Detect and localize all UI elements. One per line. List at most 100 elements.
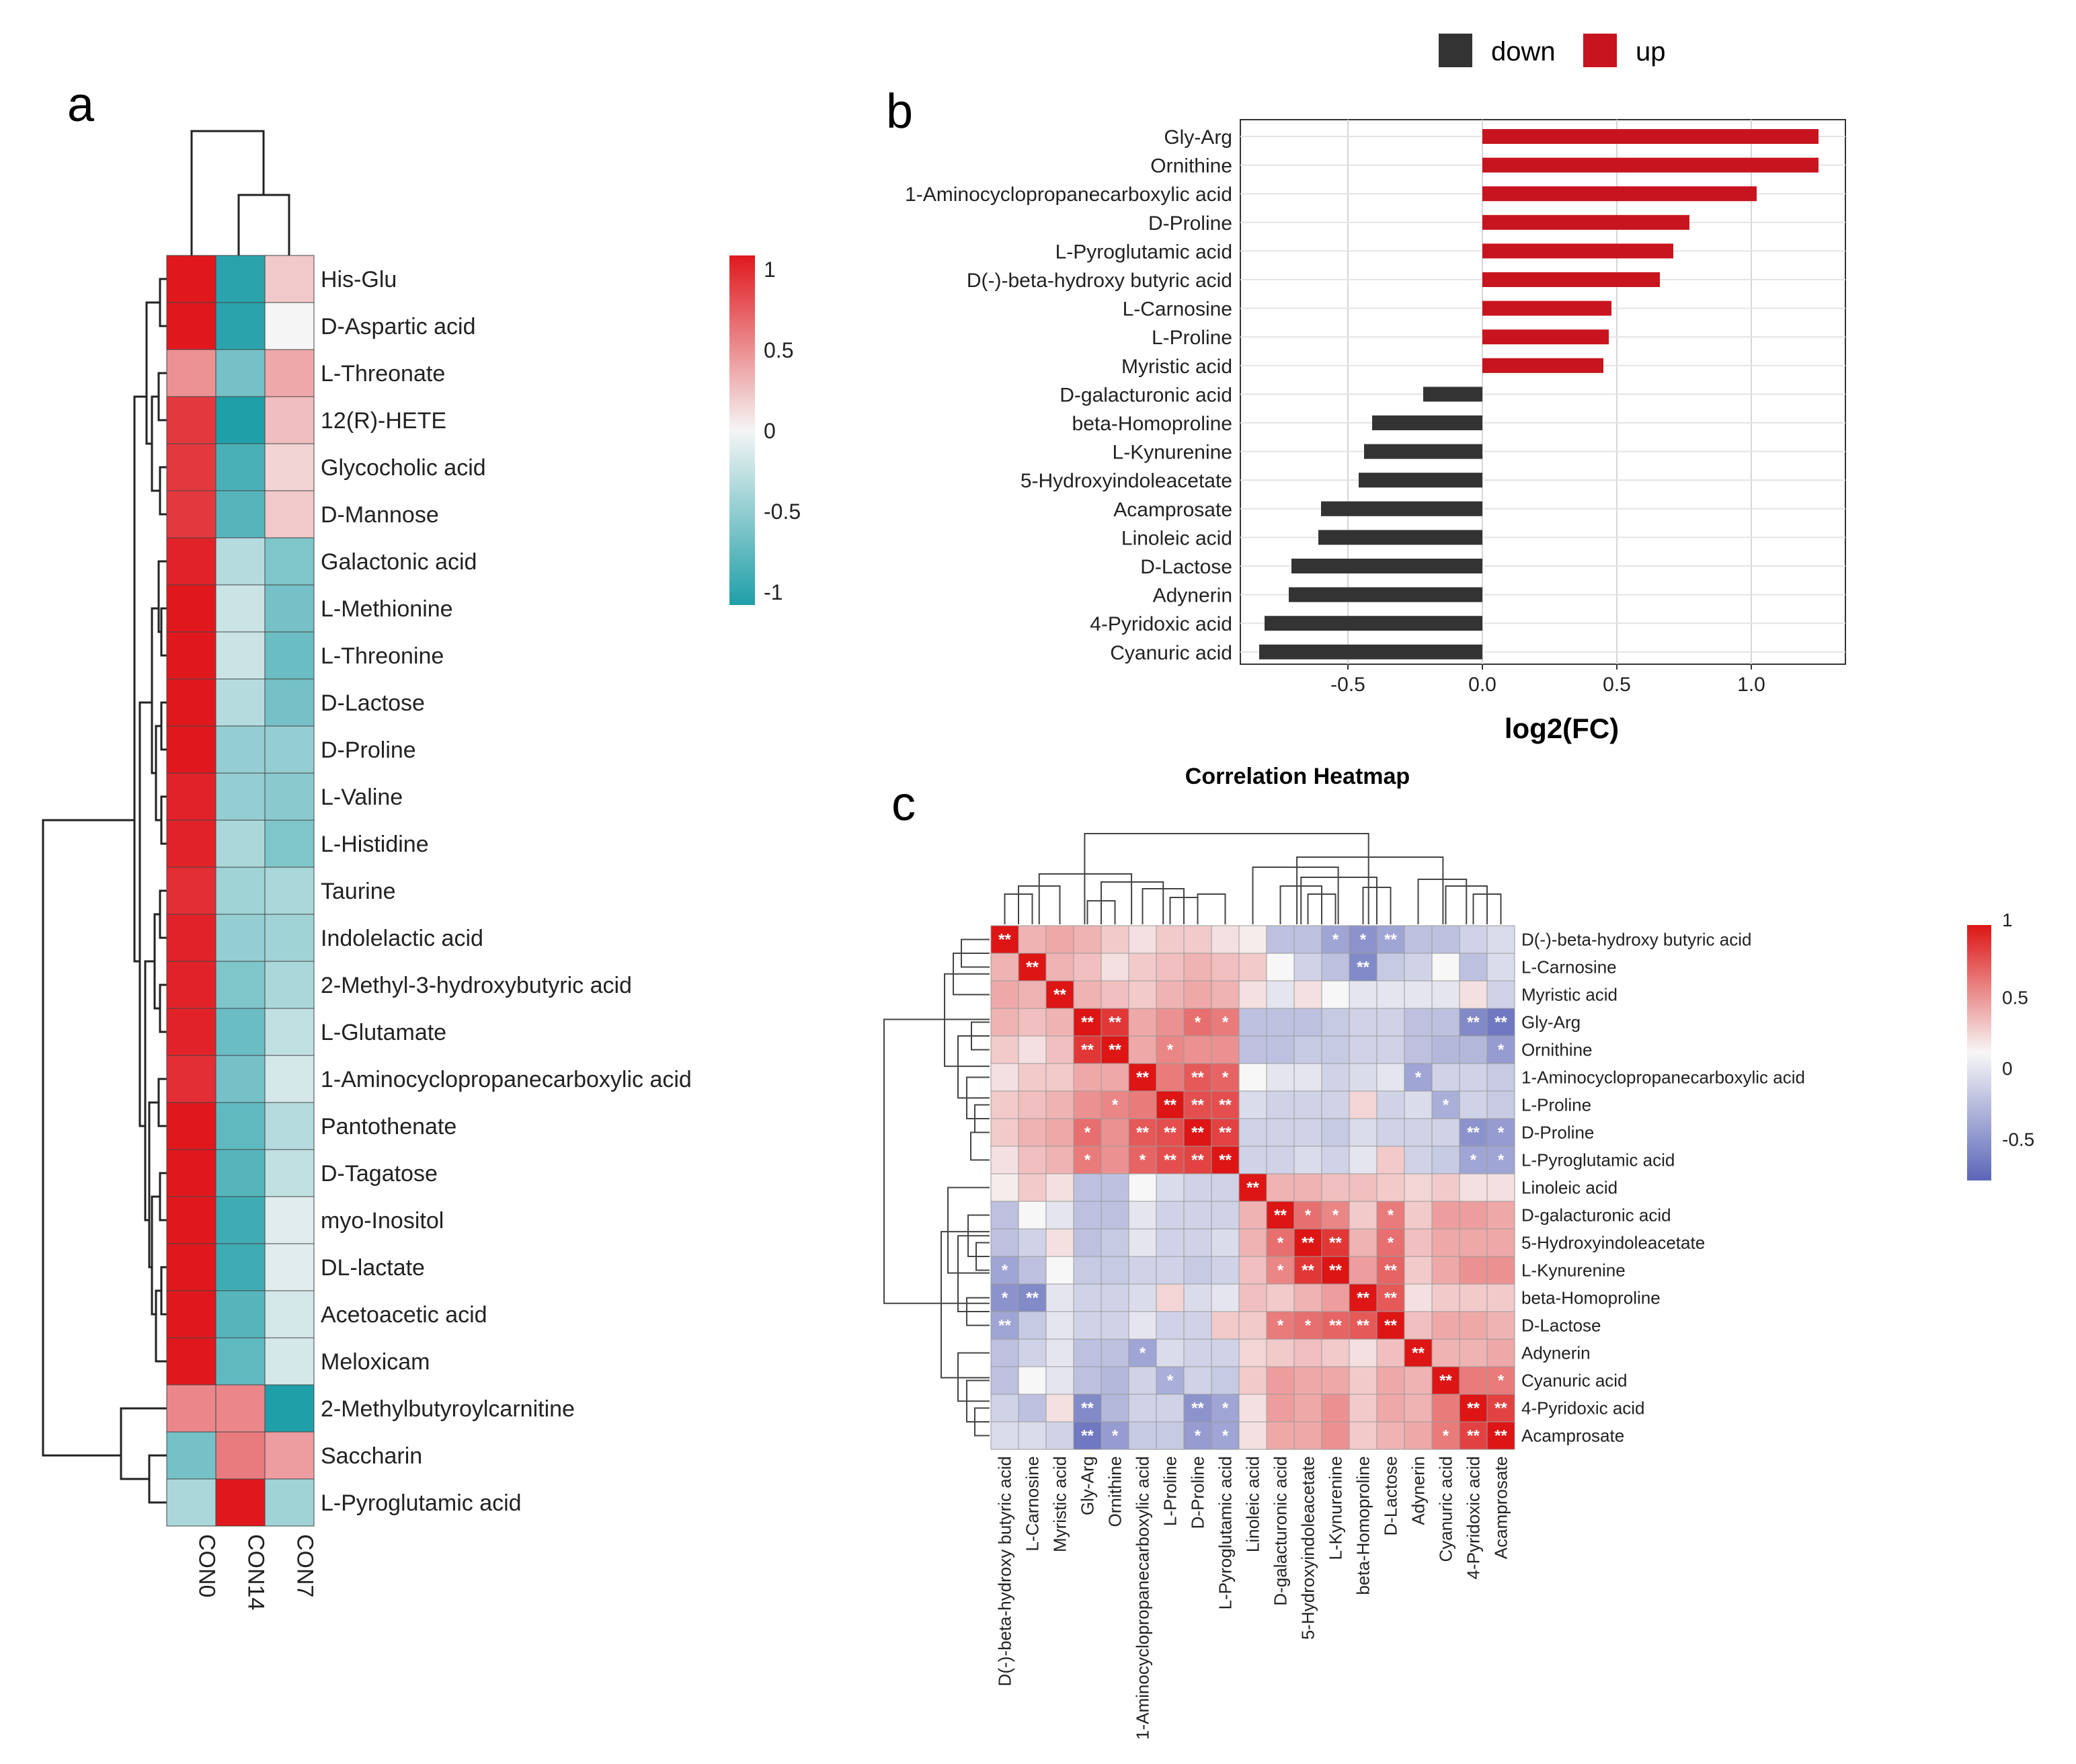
heat-cell [264, 396, 315, 444]
category-label: L-Proline [1152, 327, 1232, 349]
heat-cell [264, 255, 315, 303]
dendrogram-branch [159, 466, 167, 516]
x-tick-label: -0.5 [1330, 674, 1365, 696]
corr-cell [1156, 1228, 1185, 1257]
column-label: beta-Homoproline [1353, 1456, 1373, 1595]
bar [1364, 444, 1482, 459]
column-label: D-Lactose [1381, 1456, 1401, 1536]
corr-cell [1238, 1421, 1267, 1450]
significance-mark: * [1498, 1124, 1505, 1142]
corr-cell [1183, 1146, 1212, 1174]
heat-cell [215, 678, 266, 727]
corr-cell [1486, 1063, 1515, 1092]
corr-cell [1349, 1146, 1378, 1174]
corr-cell [1349, 953, 1378, 981]
dendrogram-branch [138, 701, 152, 1127]
corr-cell [1045, 1256, 1074, 1285]
corr-cell [1404, 1421, 1433, 1450]
significance-mark: * [1360, 931, 1367, 949]
panel-c-color-legend: 1 0.5 0 -0.5 [1967, 910, 2034, 1180]
corr-cell [1045, 1311, 1074, 1340]
corr-cell [1459, 1338, 1488, 1367]
significance-mark: * [1195, 1014, 1201, 1032]
significance-mark: ** [1191, 1152, 1204, 1170]
row-label: 1-Aminocyclopropanecarboxylic acid [321, 1067, 692, 1092]
panel-b-bars [1259, 129, 1819, 659]
legend-tick-label: -1 [764, 580, 783, 604]
corr-cell [990, 953, 1019, 981]
column-label: L-Proline [1160, 1456, 1181, 1526]
dendrogram-branch [883, 1018, 990, 1304]
corr-cell [1211, 1173, 1240, 1202]
corr-cell [1293, 980, 1322, 1009]
corr-cell [990, 1035, 1019, 1064]
row-label: Adynerin [1521, 1343, 1591, 1363]
dendrogram-branch [957, 1035, 990, 1099]
corr-cell [1321, 1118, 1350, 1147]
row-label: Acamprosate [1521, 1426, 1624, 1446]
significance-mark: ** [1302, 1262, 1314, 1280]
corr-cell [1266, 1118, 1295, 1147]
heat-cell [166, 1149, 216, 1197]
corr-cell [1128, 953, 1157, 981]
corr-cell [1018, 980, 1047, 1009]
heat-cell [264, 1008, 315, 1056]
corr-cell [1101, 1421, 1129, 1450]
heat-cell [264, 584, 315, 633]
corr-cell [1293, 1421, 1322, 1450]
dendrogram-branch [151, 1195, 160, 1316]
corr-cell [1128, 1228, 1157, 1257]
row-label: Galactonic acid [321, 549, 477, 575]
heat-cell [264, 819, 315, 868]
corr-cell [1266, 1063, 1295, 1092]
dendrogram-branch [160, 701, 167, 751]
corr-cell [1431, 1256, 1460, 1285]
significance-mark: * [1470, 1152, 1477, 1170]
corr-cell [1073, 1311, 1102, 1340]
corr-cell [1431, 1118, 1460, 1147]
heat-cell [264, 1290, 315, 1338]
corr-cell [1238, 1201, 1267, 1230]
column-label: Adynerin [1408, 1456, 1429, 1525]
corr-cell [990, 1146, 1019, 1174]
row-label: L-Histidine [321, 832, 429, 857]
row-label: D(-)-beta-hydroxy butyric acid [1521, 930, 1751, 950]
corr-cell [1101, 1283, 1129, 1312]
corr-cell [1018, 1256, 1047, 1285]
row-label: D-Proline [321, 737, 416, 763]
corr-cell [1101, 1201, 1129, 1230]
heat-cell [215, 396, 266, 444]
heat-cell [215, 1290, 266, 1338]
x-tick-label: 0.5 [1603, 674, 1631, 696]
corr-cell [1018, 1173, 1047, 1202]
corr-cell [1266, 1090, 1295, 1119]
bar [1318, 530, 1482, 545]
heat-cell [264, 772, 315, 821]
significance-mark: ** [1384, 1317, 1397, 1335]
corr-cell [1486, 1256, 1515, 1285]
corr-cell [1404, 1090, 1433, 1119]
corr-cell [1211, 1008, 1240, 1037]
dendrogram-branch [1038, 873, 1133, 924]
heat-cell [264, 1384, 315, 1433]
corr-cell [1211, 1201, 1240, 1230]
dendrogram-branch [42, 819, 134, 1457]
category-label: D(-)-beta-hydroxy butyric acid [967, 270, 1232, 292]
corr-cell [1321, 1256, 1350, 1285]
significance-mark: ** [1329, 1317, 1342, 1335]
corr-cell [1376, 1394, 1405, 1422]
corr-cell [1128, 1256, 1157, 1285]
corr-cell [1211, 1063, 1240, 1092]
corr-cell [1266, 1421, 1295, 1450]
corr-cell [1486, 1338, 1515, 1367]
corr-cell [1459, 953, 1488, 981]
panel-a-row-labels: His-Glu D-Aspartic acid L-Threonate 12(R)-H… [321, 267, 692, 1516]
dendrogram-branch [1252, 867, 1339, 924]
heat-cell [264, 631, 315, 680]
corr-cell [1266, 1338, 1295, 1367]
corr-cell [1459, 1035, 1488, 1064]
heat-cell [264, 1055, 315, 1103]
corr-cell [1486, 1228, 1515, 1257]
bar [1482, 329, 1609, 345]
significance-mark: ** [1191, 1069, 1204, 1087]
